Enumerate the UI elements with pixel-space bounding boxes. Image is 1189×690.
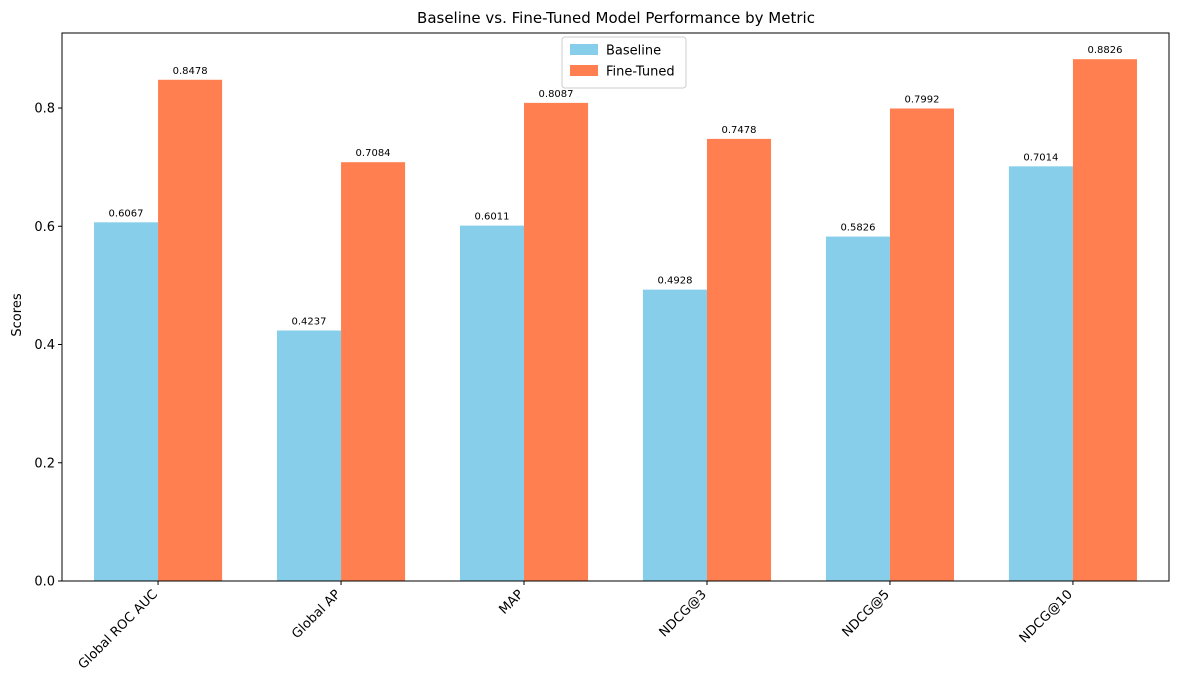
bar-value-label: 0.7478 <box>722 125 757 136</box>
bar-baseline-4 <box>825 236 890 581</box>
bar-baseline-0 <box>94 222 159 581</box>
bar-baseline-3 <box>642 289 707 581</box>
bar-value-label: 0.5826 <box>840 223 875 234</box>
legend-swatch <box>570 44 598 55</box>
bar-fine-tuned-1 <box>341 162 406 581</box>
plot-frame <box>61 32 1170 582</box>
y-tick-label: 0.6 <box>34 220 55 235</box>
legend-label: Baseline <box>606 44 661 59</box>
y-tick-label: 0.0 <box>34 575 55 590</box>
bar-value-label: 0.6067 <box>109 208 144 219</box>
legend-swatch <box>570 65 598 76</box>
bar-fine-tuned-0 <box>158 79 223 581</box>
bar-fine-tuned-5 <box>1072 59 1137 581</box>
bar-value-label: 0.4237 <box>292 317 327 328</box>
bar-fine-tuned-2 <box>524 102 589 582</box>
bar-baseline-2 <box>459 225 525 581</box>
bar-baseline-5 <box>1008 166 1073 581</box>
x-tick-label: NDCG@10 <box>1017 587 1076 646</box>
bar-value-label: 0.7084 <box>356 148 391 159</box>
legend-label: Fine-Tuned <box>606 65 675 80</box>
x-tick-label: NDCG@5 <box>840 587 893 640</box>
x-tick-label: NDCG@3 <box>657 587 710 640</box>
bar-value-label: 0.8478 <box>173 66 208 77</box>
bar-value-label: 0.8087 <box>539 89 574 100</box>
x-tick-label: MAP <box>496 587 526 617</box>
bar-value-label: 0.8826 <box>1087 45 1122 56</box>
x-tick-label: Global AP <box>289 587 344 642</box>
bar-baseline-1 <box>276 330 342 581</box>
bar-fine-tuned-3 <box>706 138 772 581</box>
chart-title: Baseline vs. Fine-Tuned Model Performanc… <box>417 9 815 27</box>
bar-value-label: 0.6011 <box>474 212 509 223</box>
bar-value-label: 0.7014 <box>1023 152 1058 163</box>
x-tick-label: Global ROC AUC <box>76 587 161 672</box>
bar-value-label: 0.4928 <box>657 276 692 287</box>
y-tick-label: 0.2 <box>34 456 55 471</box>
y-axis-label: Scores <box>10 293 25 336</box>
bar-fine-tuned-4 <box>889 108 955 582</box>
y-tick-label: 0.4 <box>34 338 55 353</box>
y-tick-label: 0.8 <box>34 102 55 117</box>
bar-value-label: 0.7992 <box>904 94 939 105</box>
